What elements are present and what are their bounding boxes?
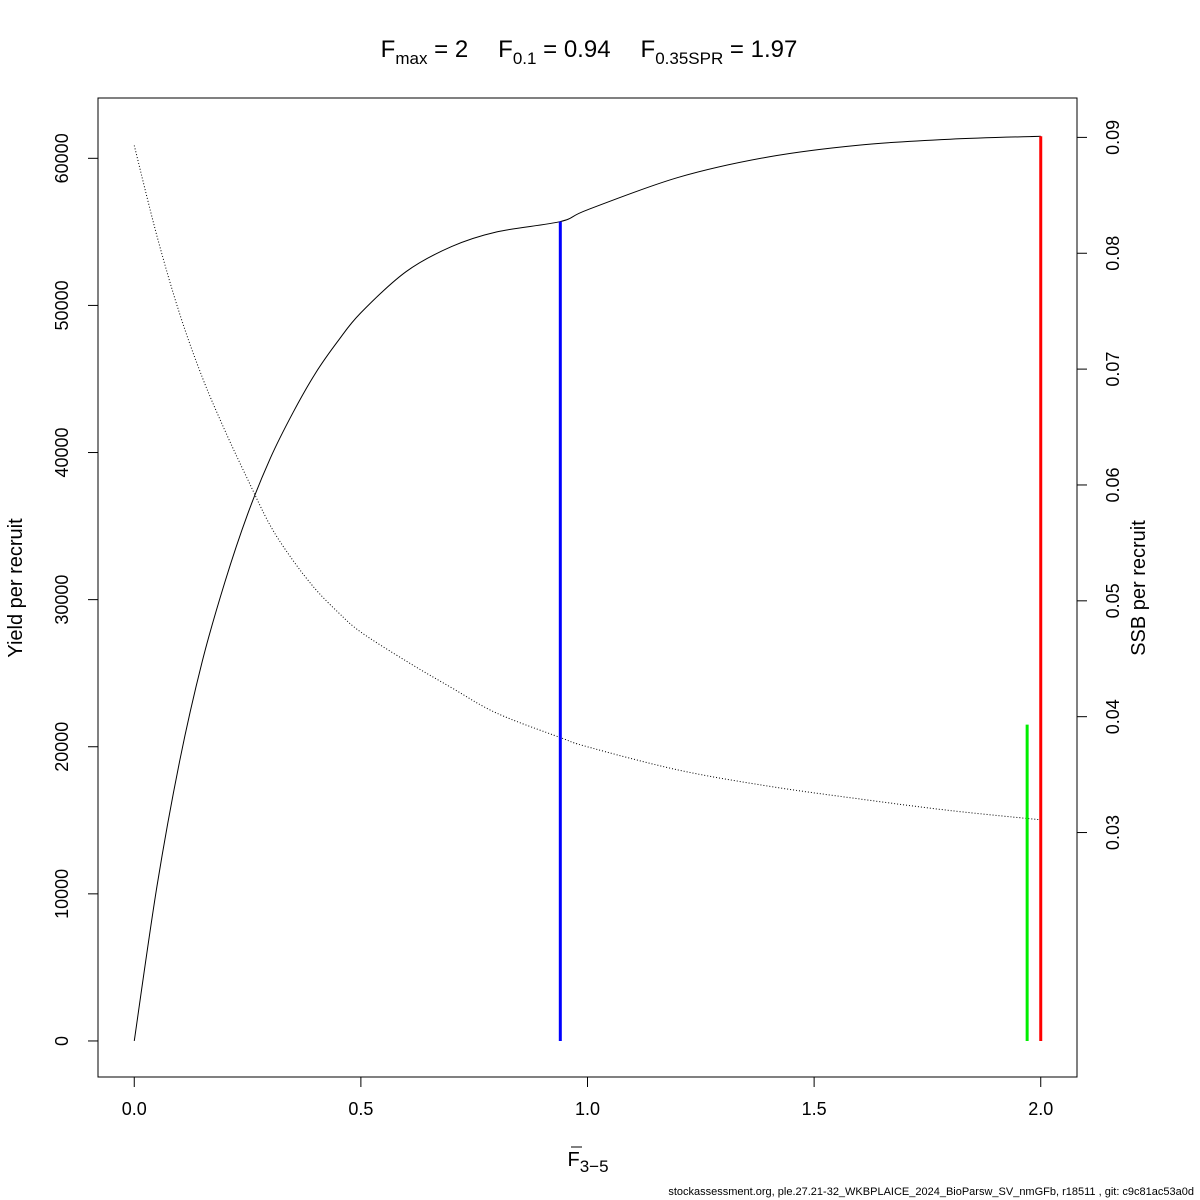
x-axis-title-sub: 3−5: [580, 1157, 609, 1176]
title-fmax-sub: max: [395, 49, 428, 68]
y-left-tick-label: 60000: [52, 133, 72, 183]
y-left-tick-label: 30000: [52, 575, 72, 625]
y-left-axis-title: Yield per recruit: [5, 518, 27, 658]
ssb-per-recruit-line: [133, 145, 1041, 821]
y-right-tick-label: 0.05: [1103, 583, 1123, 618]
x-tick-label: 0.5: [348, 1099, 373, 1119]
x-axis-title-base: F: [567, 1149, 579, 1171]
x-axis-title: F3−5: [567, 1149, 608, 1176]
reference-lines: [558, 136, 1043, 1041]
title-fmax-base: F: [381, 36, 396, 63]
y-left-tick-label: 0: [52, 1036, 72, 1046]
title-fspr-value: = 1.97: [723, 36, 797, 63]
title-f01-sub: 0.1: [513, 49, 537, 68]
y-right-axis: 0.03 0.04 0.05 0.06 0.07 0.08 0.09: [1076, 120, 1123, 850]
y-right-tick-label: 0.03: [1103, 815, 1123, 850]
title-fspr-sub: 0.35SPR: [655, 49, 723, 68]
y-right-tick-label: 0.07: [1103, 352, 1123, 387]
x-tick-label: 0.0: [122, 1099, 147, 1119]
y-left-tick-label: 10000: [52, 869, 72, 919]
y-right-axis-title: SSB per recruit: [1128, 520, 1150, 656]
yield-per-recruit-line: [133, 135, 1041, 1042]
y-right-tick-label: 0.06: [1103, 467, 1123, 502]
y-left-tick-label: 50000: [52, 280, 72, 330]
x-axis: 0.0 0.5 1.0 1.5 2.0: [122, 1076, 1053, 1119]
series-layer: [133, 135, 1041, 1042]
plot-frame: [97, 97, 1078, 1078]
y-left-axis: 0 10000 20000 30000 40000 50000 60000: [52, 133, 99, 1046]
title-f01-value: = 0.94: [536, 36, 610, 63]
y-right-tick-label: 0.09: [1103, 120, 1123, 155]
x-tick-label: 1.0: [575, 1099, 600, 1119]
y-left-tick-label: 40000: [52, 427, 72, 477]
chart-title: Fmax = 2 F0.1 = 0.94 F0.35SPR = 1.97: [381, 36, 798, 68]
title-f01-base: F: [498, 36, 513, 63]
y-left-tick-label: 20000: [52, 722, 72, 772]
x-tick-label: 2.0: [1028, 1099, 1053, 1119]
y-right-tick-label: 0.04: [1103, 699, 1123, 734]
title-fspr-base: F: [641, 36, 656, 63]
footer-note: stockassessment.org, ple.27.21-32_WKBPLA…: [668, 1186, 1194, 1198]
y-right-tick-label: 0.08: [1103, 236, 1123, 271]
x-tick-label: 1.5: [802, 1099, 827, 1119]
title-fmax-value: = 2: [427, 36, 468, 63]
